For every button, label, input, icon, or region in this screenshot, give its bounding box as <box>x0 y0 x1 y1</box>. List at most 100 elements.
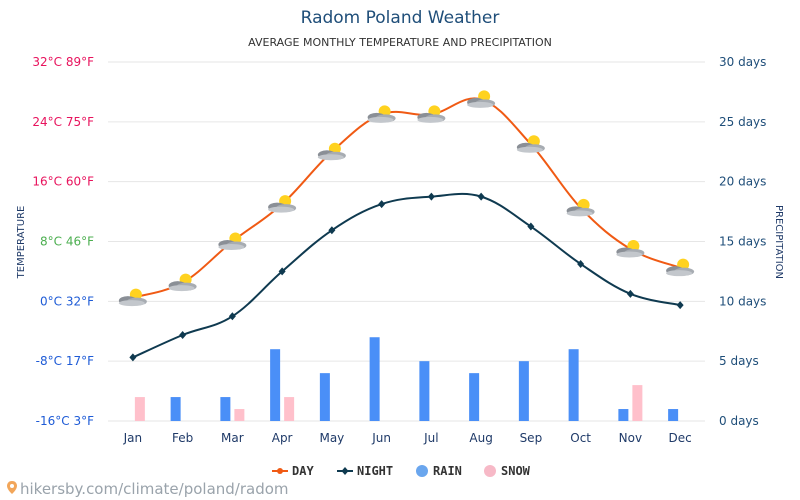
month-labels: Jan Feb Mar Apr May Jun Jul Aug Sep Oct Nov Dec <box>123 431 692 445</box>
month-label: Dec <box>669 431 692 445</box>
partly-cloudy-icon <box>118 288 147 307</box>
rain-bar <box>220 397 231 421</box>
precipitation-bars <box>134 337 679 421</box>
legend: DAY NIGHT RAIN SNOW <box>272 464 531 478</box>
night-point <box>527 222 535 231</box>
left-tick-label: 24°C 75°F <box>32 115 94 129</box>
month-label: Aug <box>469 431 492 445</box>
snow-bar <box>284 397 295 421</box>
month-label: Oct <box>570 431 591 445</box>
night-point <box>676 301 684 310</box>
legend-item-rain: RAIN <box>416 464 462 478</box>
weather-icons <box>118 90 695 307</box>
month-label: Jan <box>123 431 143 445</box>
right-tick-label: 25 days <box>719 115 766 129</box>
cloud-shape <box>616 251 643 258</box>
month-label: Mar <box>221 431 244 445</box>
cloud-shape <box>566 210 593 217</box>
month-label: May <box>319 431 344 445</box>
cloud-shape <box>467 101 494 108</box>
rain-bar <box>419 361 430 421</box>
snow-bar <box>234 409 245 421</box>
night-point <box>328 226 336 235</box>
month-label: Jun <box>371 431 391 445</box>
cloud-shape <box>118 300 145 307</box>
cloud-shape <box>516 146 543 153</box>
night-point <box>626 289 634 298</box>
grid <box>108 61 705 422</box>
legend-dot-icon <box>484 465 496 477</box>
month-label: Apr <box>272 431 293 445</box>
chart-title: Radom Poland Weather <box>301 8 500 28</box>
left-axis-ticks: 32°C 89°F 24°C 75°F 16°C 60°F 8°C 46°F 0°C 3… <box>32 55 94 428</box>
left-tick-label: 16°C 60°F <box>32 175 94 189</box>
month-label: Jul <box>423 431 438 445</box>
night-series <box>129 192 684 362</box>
month-label: Nov <box>619 431 642 445</box>
legend-label: SNOW <box>501 464 531 478</box>
night-point <box>427 192 435 201</box>
left-tick-label: 0°C 32°F <box>40 294 94 308</box>
partly-cloudy-icon <box>616 239 645 258</box>
cloud-shape <box>666 270 693 277</box>
left-tick-label: 32°C 89°F <box>32 55 94 69</box>
rain-bar <box>518 361 529 421</box>
partly-cloudy-icon <box>516 135 545 153</box>
chart-subtitle: AVERAGE MONTHLY TEMPERATURE AND PRECIPIT… <box>248 36 552 49</box>
legend-item-day: DAY <box>272 464 314 478</box>
legend-item-snow: SNOW <box>484 464 531 478</box>
night-point <box>129 353 137 362</box>
right-tick-label: 15 days <box>719 235 766 249</box>
cloud-shape <box>168 285 195 292</box>
legend-item-night: NIGHT <box>337 464 393 478</box>
right-tick-label: 20 days <box>719 175 766 189</box>
night-point <box>378 200 386 209</box>
legend-marker-icon <box>341 467 349 475</box>
cloud-shape <box>218 244 245 250</box>
right-axis-title: PRECIPITATION <box>773 205 784 279</box>
legend-label: DAY <box>292 464 314 478</box>
legend-label: NIGHT <box>357 464 393 478</box>
partly-cloudy-icon <box>218 232 247 250</box>
left-tick-label: -16°C 3°F <box>36 414 94 428</box>
cloud-shape <box>268 206 295 213</box>
source-text: hikersby.com/climate/poland/radom <box>20 480 289 498</box>
rain-bar <box>170 397 181 421</box>
left-axis-title: TEMPERATURE <box>16 206 27 280</box>
rain-bar <box>270 349 281 421</box>
snow-bar <box>632 385 643 421</box>
left-tick-label: 8°C 46°F <box>40 235 94 249</box>
partly-cloudy-icon <box>268 195 297 213</box>
right-tick-label: 30 days <box>719 55 766 69</box>
partly-cloudy-icon <box>168 273 197 292</box>
month-label: Sep <box>520 431 543 445</box>
partly-cloudy-icon <box>566 198 595 217</box>
right-tick-label: 10 days <box>719 294 766 308</box>
location-pin-icon <box>7 481 17 494</box>
night-point <box>228 312 236 321</box>
cloud-shape <box>417 116 444 123</box>
legend-marker-icon <box>277 468 283 474</box>
right-tick-label: 5 days <box>719 354 759 368</box>
night-point <box>278 267 286 276</box>
right-tick-label: 0 days <box>719 414 759 428</box>
rain-bar <box>369 337 380 421</box>
night-line <box>132 192 681 359</box>
rain-bar <box>568 349 579 421</box>
rain-bar <box>668 409 679 421</box>
partly-cloudy-icon <box>467 90 496 108</box>
right-axis-ticks: 30 days 25 days 20 days 15 days 10 days 5 day… <box>719 55 766 428</box>
source-link[interactable]: hikersby.com/climate/poland/radom <box>7 480 289 498</box>
cloud-shape <box>367 116 394 123</box>
legend-label: RAIN <box>433 464 462 478</box>
rain-bar <box>469 373 480 421</box>
partly-cloudy-icon <box>417 105 446 123</box>
snow-bar <box>134 397 145 421</box>
left-tick-label: -8°C 17°F <box>36 354 94 368</box>
night-point <box>477 192 485 201</box>
cloud-shape <box>317 154 344 161</box>
legend-dot-icon <box>416 465 428 477</box>
partly-cloudy-icon <box>367 105 396 123</box>
partly-cloudy-icon <box>317 142 346 161</box>
